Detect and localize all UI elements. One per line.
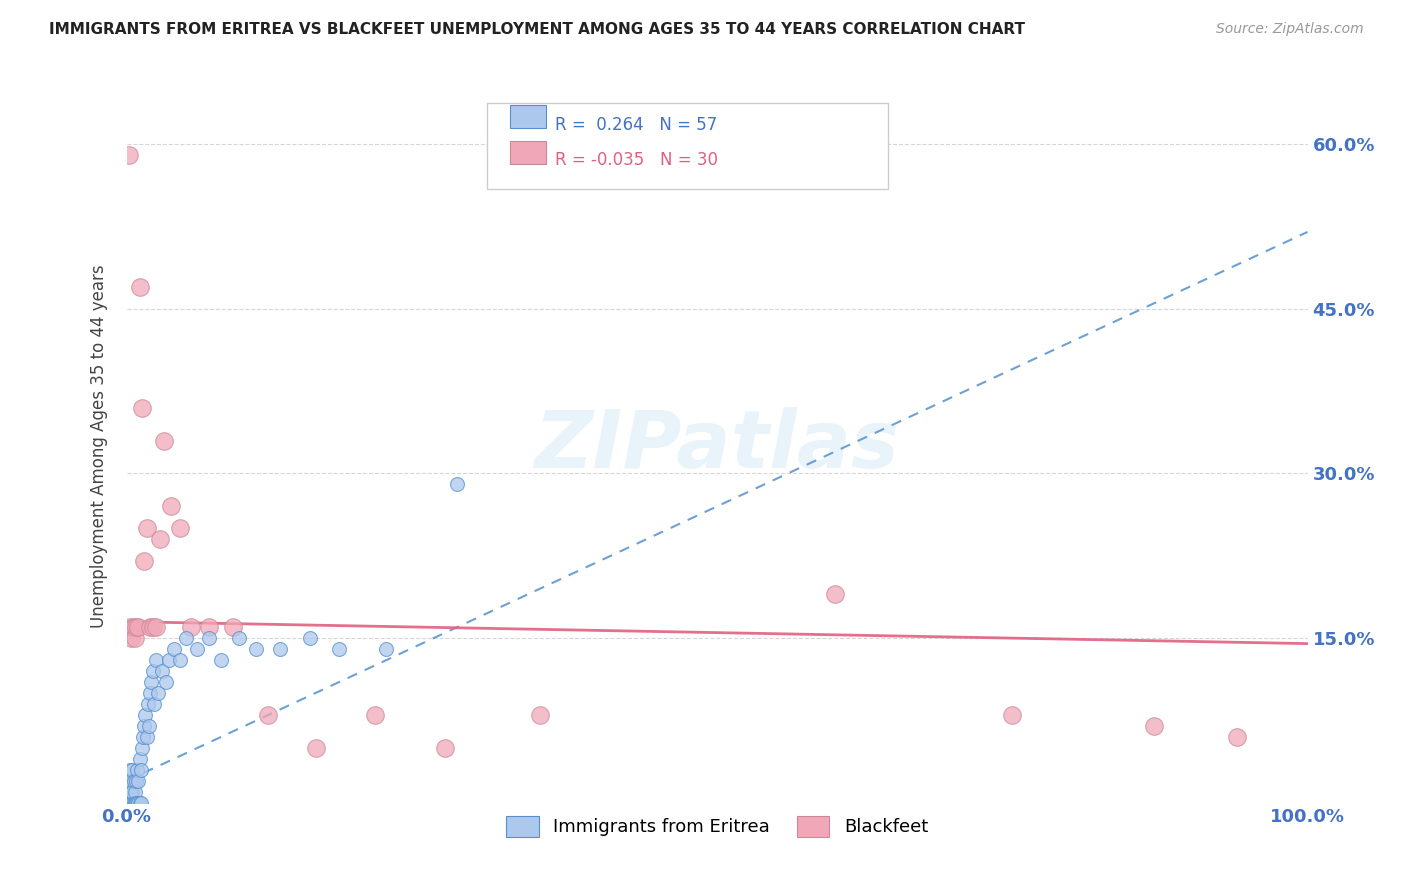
Point [124, 796, 146, 810]
Point [117, 796, 139, 810]
Point [118, 785, 141, 799]
Point [186, 642, 208, 657]
Point [139, 620, 162, 634]
Point [127, 796, 149, 810]
Point [120, 763, 142, 777]
Point [180, 620, 202, 634]
Point [127, 763, 149, 777]
Point [529, 708, 551, 723]
Bar [510, 105, 546, 128]
Point [446, 477, 468, 491]
Point [135, 521, 157, 535]
Point [124, 785, 146, 799]
Point [157, 653, 180, 667]
Point [141, 664, 163, 678]
Y-axis label: Unemployment Among Ages 35 to 44 years: Unemployment Among Ages 35 to 44 years [90, 264, 108, 628]
Point [209, 653, 232, 667]
Point [245, 642, 267, 657]
Point [363, 708, 385, 723]
Point [148, 686, 170, 700]
Point [257, 708, 280, 723]
Bar [510, 141, 546, 164]
Point [269, 642, 291, 657]
Point [160, 500, 183, 514]
Point [121, 785, 143, 799]
Point [141, 620, 163, 634]
Point [169, 521, 191, 535]
Point [118, 773, 141, 788]
Point [124, 631, 146, 645]
Point [121, 763, 143, 777]
Point [1001, 708, 1024, 723]
Point [120, 785, 142, 799]
Point [127, 620, 149, 634]
Point [228, 631, 250, 645]
Point [134, 708, 156, 723]
Point [141, 675, 163, 690]
Point [127, 796, 149, 810]
Point [120, 773, 142, 788]
Point [120, 620, 142, 634]
Point [135, 730, 157, 744]
Text: IMMIGRANTS FROM ERITREA VS BLACKFEET UNEMPLOYMENT AMONG AGES 35 TO 44 YEARS CORR: IMMIGRANTS FROM ERITREA VS BLACKFEET UNE… [49, 22, 1025, 37]
Point [304, 740, 326, 755]
Point [122, 796, 145, 810]
Point [149, 533, 172, 547]
Point [125, 796, 148, 810]
Legend: Immigrants from Eritrea, Blackfeet: Immigrants from Eritrea, Blackfeet [499, 808, 935, 844]
Point [118, 148, 141, 162]
Point [120, 796, 142, 810]
Point [1226, 730, 1249, 744]
Point [169, 653, 191, 667]
Point [122, 620, 145, 634]
Point [120, 785, 142, 799]
Point [121, 796, 143, 810]
Point [1143, 719, 1166, 733]
Point [117, 785, 139, 799]
Point [824, 587, 846, 601]
Point [128, 752, 150, 766]
Point [122, 773, 145, 788]
Point [120, 796, 142, 810]
Point [328, 642, 350, 657]
Point [120, 631, 142, 645]
Point [125, 620, 148, 634]
Point [155, 675, 177, 690]
Point [118, 796, 141, 810]
Point [138, 719, 160, 733]
Point [153, 434, 176, 448]
Point [163, 642, 186, 657]
Point [145, 620, 167, 634]
Point [142, 697, 165, 711]
Point [131, 401, 153, 415]
Point [128, 796, 150, 810]
Point [129, 796, 152, 810]
Text: Source: ZipAtlas.com: Source: ZipAtlas.com [1216, 22, 1364, 37]
Point [129, 763, 152, 777]
FancyBboxPatch shape [486, 103, 889, 189]
Point [198, 620, 221, 634]
Text: R = -0.035   N = 30: R = -0.035 N = 30 [555, 152, 718, 169]
Point [174, 631, 197, 645]
Point [145, 653, 167, 667]
Text: ZIPatlas: ZIPatlas [534, 407, 900, 485]
Point [128, 280, 150, 294]
Point [139, 686, 162, 700]
Point [198, 631, 221, 645]
Point [131, 740, 153, 755]
Text: R =  0.264   N = 57: R = 0.264 N = 57 [555, 116, 717, 134]
Point [298, 631, 321, 645]
Point [127, 773, 149, 788]
Point [132, 730, 155, 744]
Point [375, 642, 398, 657]
Point [134, 554, 156, 568]
Point [434, 740, 457, 755]
Point [125, 773, 148, 788]
Point [150, 664, 173, 678]
Point [136, 697, 159, 711]
Point [222, 620, 245, 634]
Point [134, 719, 156, 733]
